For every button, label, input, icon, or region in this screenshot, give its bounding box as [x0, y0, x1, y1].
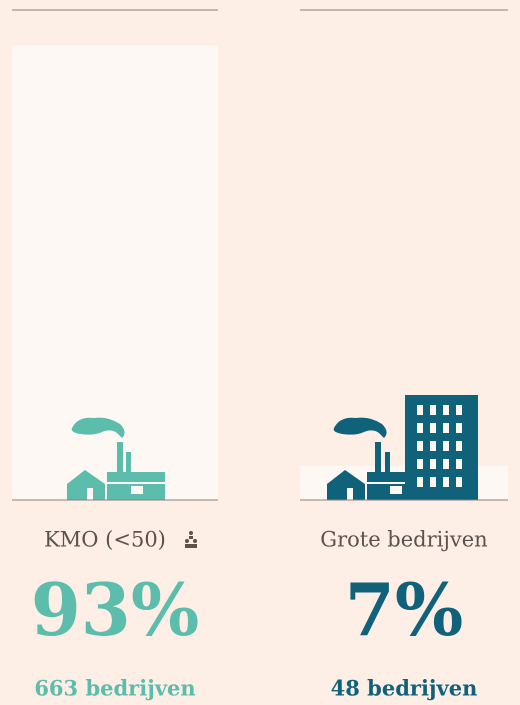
category-label: KMO (<50) [44, 528, 166, 552]
category-label: Grote bedrijven [320, 528, 487, 552]
factory-icon [327, 395, 478, 500]
value-label: 7% [345, 567, 464, 652]
people-icon [185, 531, 197, 548]
value-label: 93% [31, 567, 200, 652]
count-label: 663 bedrijven [34, 676, 195, 701]
bar [12, 45, 218, 500]
count-label: 48 bedrijven [331, 676, 478, 701]
factory-icon [67, 417, 165, 500]
